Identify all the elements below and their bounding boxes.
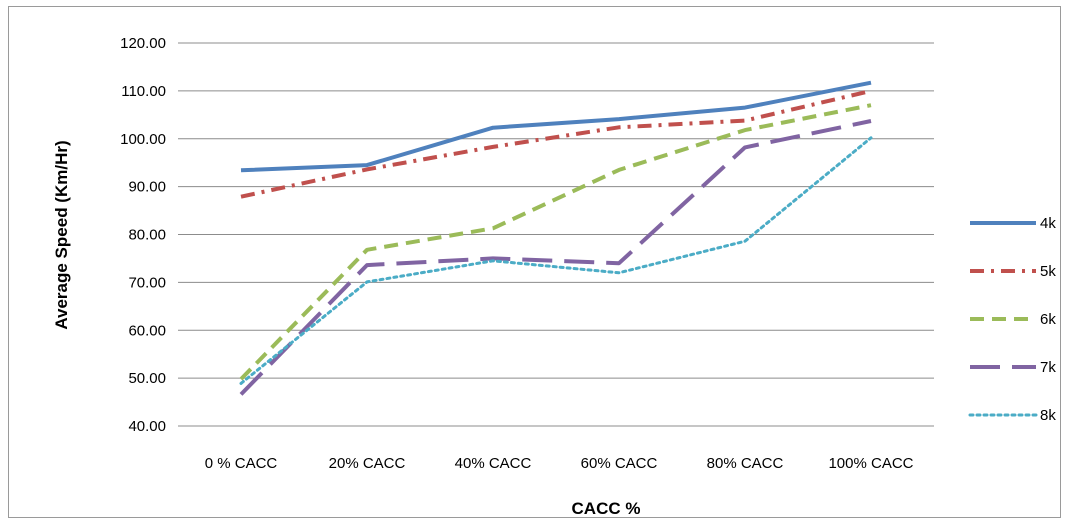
legend-label: 4k <box>1040 215 1056 232</box>
y-axis-title: Average Speed (Km/Hr) <box>52 140 71 329</box>
x-tick-label: 40% CACC <box>455 455 532 472</box>
y-tick-label: 80.00 <box>128 227 166 244</box>
y-tick-label: 50.00 <box>128 370 166 387</box>
y-axis-ticks: 40.00 50.00 60.00 70.00 80.00 90.00 100.00 110.… <box>120 35 166 435</box>
grid-lines <box>178 42 934 427</box>
y-tick-label: 60.00 <box>128 322 166 339</box>
series-line-8k <box>239 136 873 385</box>
y-tick-label: 110.00 <box>121 83 166 100</box>
series-line-4k <box>240 80 872 173</box>
series-line-5k <box>240 88 872 199</box>
legend-label: 8k <box>1040 407 1056 424</box>
series-line-6k <box>239 103 872 381</box>
x-tick-label: 20% CACC <box>329 455 406 472</box>
series-lines <box>239 80 873 396</box>
legend-label: 6k <box>1040 311 1056 328</box>
y-tick-label: 120.00 <box>120 35 166 52</box>
legend-label: 5k <box>1040 263 1056 280</box>
series-line-7k <box>239 119 872 396</box>
y-tick-label: 40.00 <box>128 418 166 435</box>
x-tick-label: 100% CACC <box>828 455 913 472</box>
legend-label: 7k <box>1040 359 1056 376</box>
y-tick-label: 90.00 <box>128 179 166 196</box>
x-axis-ticks: 0 % CACC 20% CACC 40% CACC 60% CACC 80% CACC… <box>205 455 914 472</box>
x-axis-title: CACC % <box>572 499 641 518</box>
legend: 4k 5k 6k 7k 8k <box>968 215 1056 424</box>
y-tick-label: 100.00 <box>120 131 166 148</box>
x-tick-label: 60% CACC <box>581 455 658 472</box>
y-tick-label: 70.00 <box>128 274 166 291</box>
x-tick-label: 80% CACC <box>707 455 784 472</box>
x-tick-label: 0 % CACC <box>205 455 278 472</box>
